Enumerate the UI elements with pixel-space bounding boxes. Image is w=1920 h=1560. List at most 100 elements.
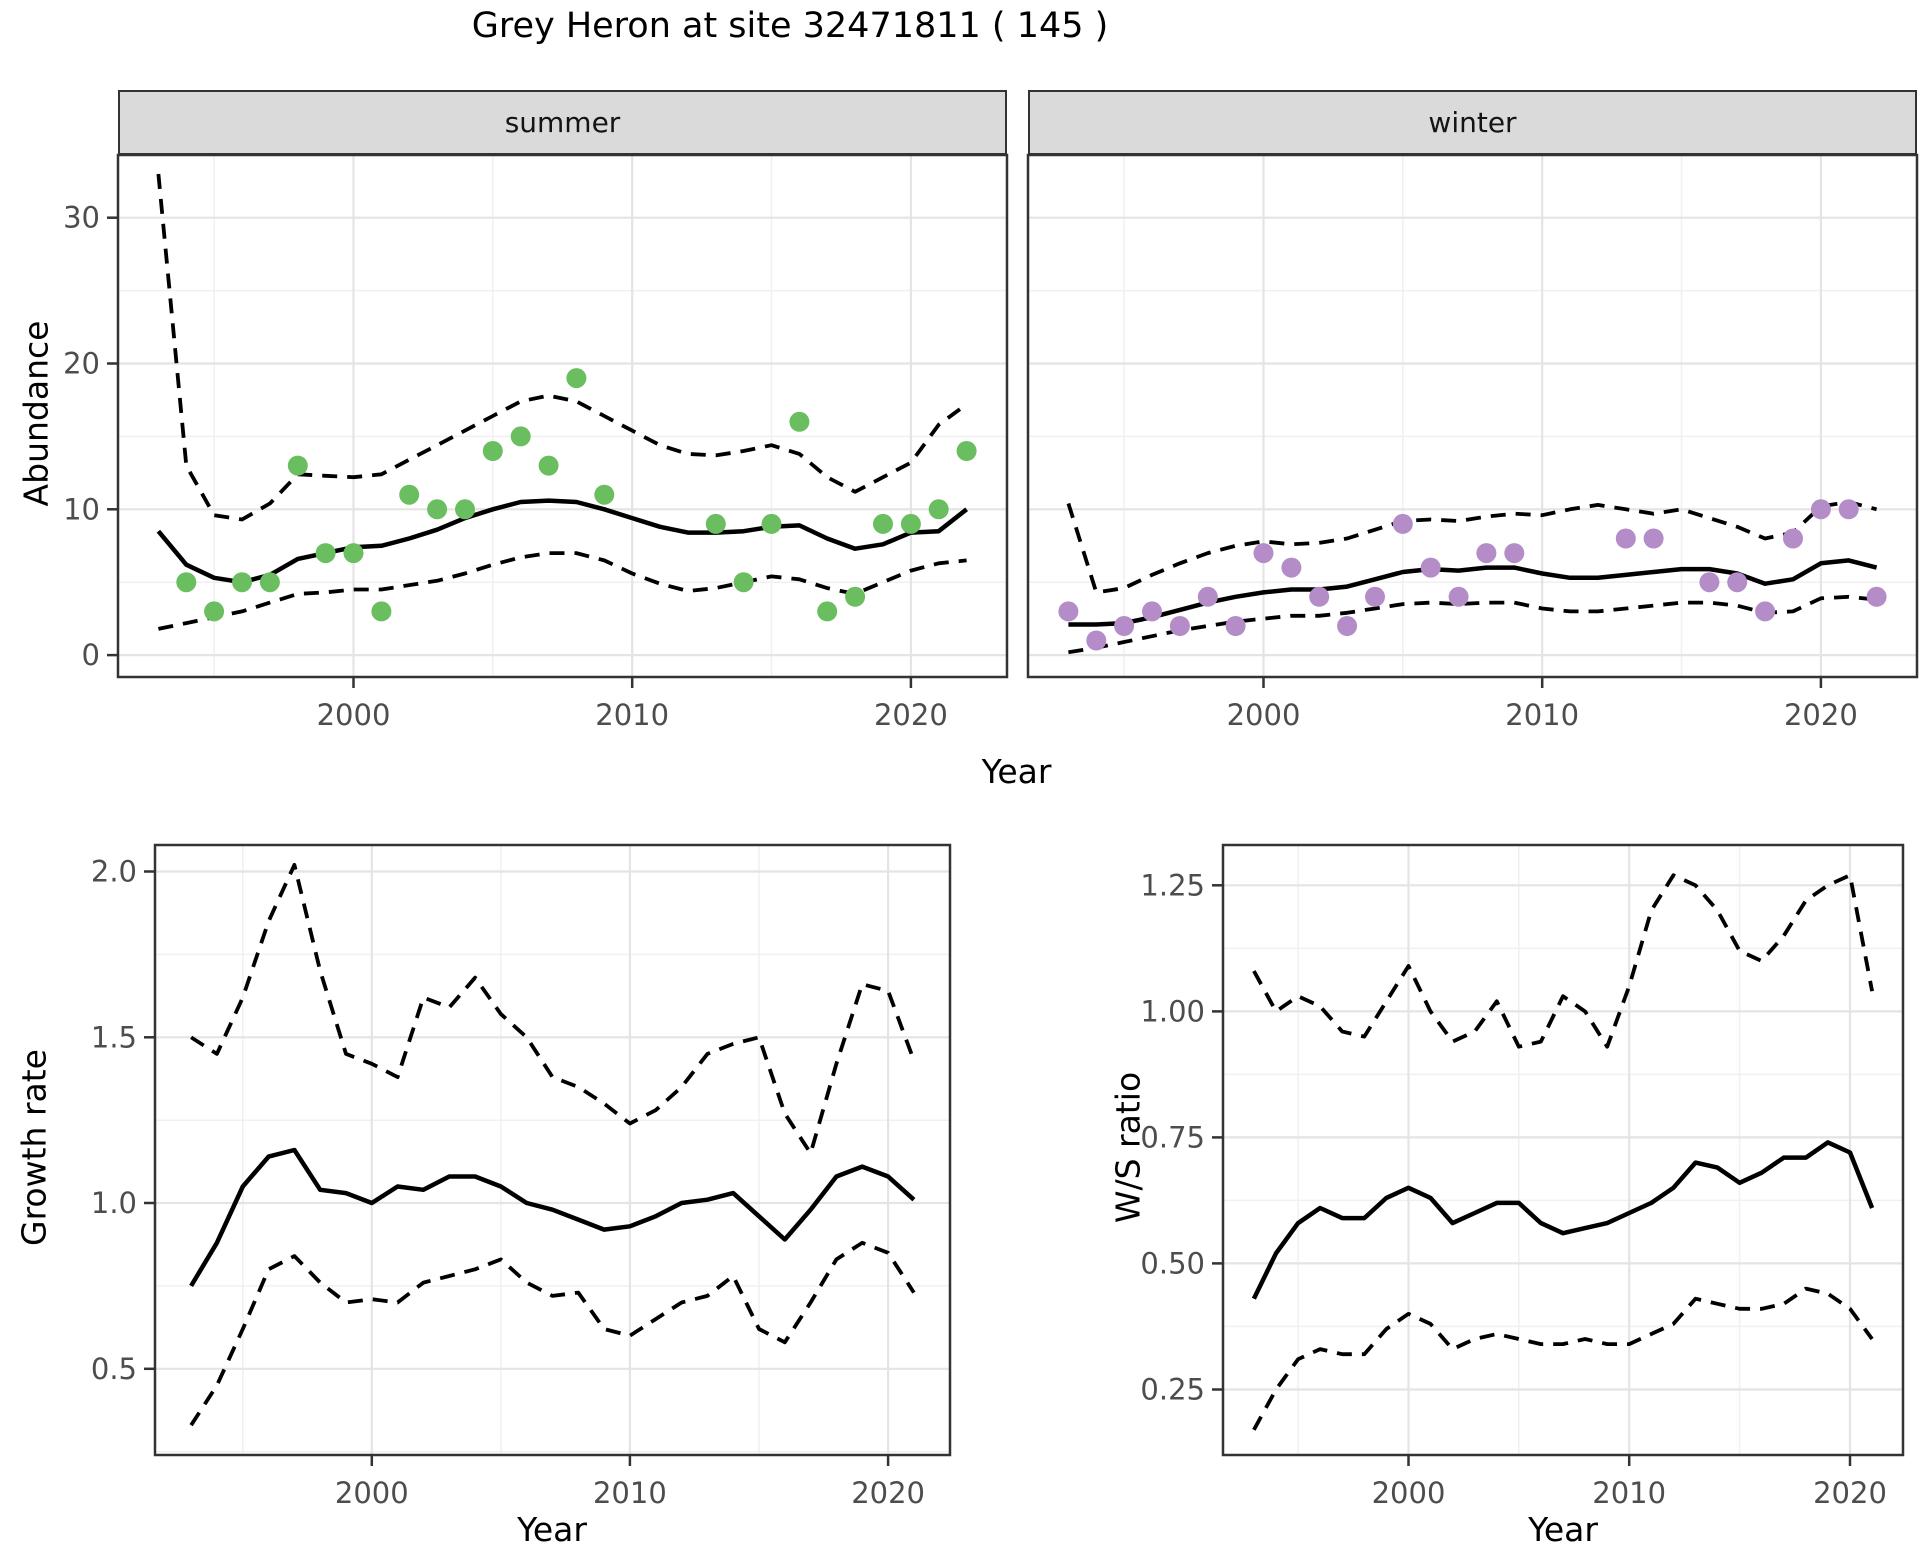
ws-median-line xyxy=(1251,1140,1875,1300)
data-point-summer xyxy=(371,601,392,622)
y-tick-label: 30 xyxy=(63,201,100,235)
panel-border xyxy=(1026,153,1919,679)
data-point-winter xyxy=(1253,543,1274,564)
y-axis-title-abundance: Abundance xyxy=(16,320,56,507)
data-point-winter xyxy=(1337,616,1358,636)
data-point-winter xyxy=(1281,557,1302,578)
panel-winter: 2000 2010 2020 xyxy=(1026,153,1919,732)
summer-median-line xyxy=(156,498,968,585)
y-tick-label: 0.5 xyxy=(91,1352,137,1386)
data-point-winter xyxy=(1699,572,1720,593)
y-tick-label: 0.75 xyxy=(1140,1120,1205,1154)
data-point-summer xyxy=(510,426,531,447)
ws-lower-ci-line xyxy=(1252,1286,1874,1431)
y-axis-title-growth-rate: Growth rate xyxy=(14,1049,54,1246)
panel-background xyxy=(155,845,950,1455)
facet-strip-summer-label: summer xyxy=(504,106,621,139)
x-tick-label: 2010 xyxy=(1505,698,1579,732)
ws-upper-ci-line xyxy=(1252,873,1874,1049)
data-point-summer xyxy=(287,455,308,476)
data-point-summer xyxy=(259,572,280,593)
x-tick-label: 2000 xyxy=(1372,1476,1446,1510)
data-point-winter xyxy=(1225,616,1246,636)
x-tick-label: 2010 xyxy=(1592,1476,1666,1510)
data-point-winter xyxy=(1866,586,1887,607)
data-point-winter xyxy=(1810,499,1831,520)
y-tick-label: 20 xyxy=(63,347,100,381)
data-point-summer xyxy=(845,586,866,607)
data-point-summer xyxy=(789,411,810,432)
y-tick-label: 0 xyxy=(82,638,100,672)
data-point-winter xyxy=(1309,586,1330,607)
x-tick-label: 2020 xyxy=(1784,698,1858,732)
x-tick-label: 2020 xyxy=(1813,1476,1887,1510)
data-point-summer xyxy=(705,513,726,534)
data-point-summer xyxy=(761,513,782,534)
facet-strip-summer: summer xyxy=(118,90,1007,155)
summer-lower-ci-line xyxy=(158,551,967,631)
data-point-winter xyxy=(1114,616,1135,636)
y-tick-label: 1.00 xyxy=(1140,994,1205,1028)
data-point-summer xyxy=(427,499,448,520)
x-tick-label: 2010 xyxy=(593,1476,667,1510)
data-point-summer xyxy=(343,543,364,564)
panel-ws: 2000 2010 2020 0.25 0.50 0.75 1.00 1.25 xyxy=(1140,843,1905,1510)
data-point-winter xyxy=(1392,513,1413,534)
panel-background xyxy=(118,155,1007,677)
data-point-winter xyxy=(1448,586,1469,607)
data-point-winter xyxy=(1197,586,1218,607)
data-point-winter xyxy=(1058,601,1079,622)
data-point-summer xyxy=(873,513,893,534)
data-point-summer xyxy=(594,484,615,505)
x-tick-label: 2010 xyxy=(595,698,669,732)
x-tick-label: 2000 xyxy=(335,1476,409,1510)
panel-border xyxy=(116,153,1009,679)
data-point-winter xyxy=(1086,630,1107,651)
x-axis-title-year-growth: Year xyxy=(517,1510,587,1549)
y-tick-label: 0.25 xyxy=(1140,1373,1205,1407)
data-point-summer xyxy=(315,543,336,564)
data-point-summer xyxy=(733,572,754,593)
x-axis-title-year-ws: Year xyxy=(1528,1510,1598,1549)
winter-lower-ci-line xyxy=(1068,594,1877,655)
data-point-summer xyxy=(455,499,475,520)
data-point-summer xyxy=(817,601,838,622)
data-point-summer xyxy=(232,572,252,593)
panel-border xyxy=(1221,843,1905,1457)
y-tick-label: 1.5 xyxy=(91,1020,137,1054)
panel-background xyxy=(1028,155,1917,677)
data-point-winter xyxy=(1504,543,1525,564)
data-point-summer xyxy=(176,572,197,593)
growth-lower-ci-line xyxy=(189,1240,916,1427)
data-point-summer xyxy=(900,513,921,534)
data-point-summer xyxy=(399,484,420,505)
data-point-winter xyxy=(1643,528,1664,549)
winter-upper-ci-line xyxy=(1066,500,1878,595)
growth-upper-ci-line xyxy=(190,863,916,1156)
data-point-winter xyxy=(1838,499,1859,520)
data-point-winter xyxy=(1476,543,1497,564)
y-tick-label: 2.0 xyxy=(91,855,137,889)
facet-strip-winter-label: winter xyxy=(1428,106,1517,139)
panel-growth: 2000 2010 2020 0.5 1.0 1.5 2.0 xyxy=(91,843,952,1510)
x-tick-label: 2020 xyxy=(851,1476,925,1510)
x-tick-label: 2020 xyxy=(874,698,948,732)
data-point-winter xyxy=(1615,528,1636,549)
data-point-winter xyxy=(1169,616,1190,636)
facet-strip-winter: winter xyxy=(1028,90,1917,155)
data-point-winter xyxy=(1783,528,1803,549)
x-tick-label: 2000 xyxy=(1227,698,1301,732)
panel-background xyxy=(1223,845,1903,1455)
data-point-winter xyxy=(1420,557,1441,578)
y-axis-title-ws-ratio: W/S ratio xyxy=(1108,1071,1148,1224)
y-tick-label: 0.50 xyxy=(1140,1246,1205,1280)
data-point-summer xyxy=(482,441,503,461)
data-point-winter xyxy=(1727,572,1748,593)
y-tick-label: 10 xyxy=(63,492,100,526)
summer-upper-ci-line xyxy=(156,173,968,522)
x-tick-label: 2000 xyxy=(317,698,391,732)
y-tick-label: 1.25 xyxy=(1140,868,1205,902)
data-point-winter xyxy=(1755,601,1776,622)
data-point-winter xyxy=(1365,586,1385,607)
